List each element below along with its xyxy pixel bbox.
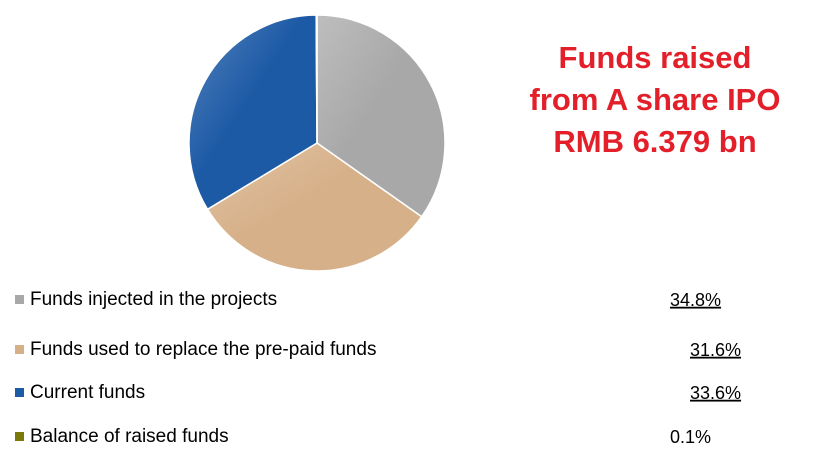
pie-slice [188,14,318,211]
legend-swatch [15,432,24,441]
chart-title: Funds raised [559,40,752,75]
chart-title: RMB 6.379 bn [553,124,756,159]
value-label: 0.1% [670,427,711,447]
legend-label: Current funds [30,382,145,403]
chart-title: from A share IPO [530,82,781,117]
legend-swatch [15,295,24,304]
value-label: 31.6% [690,340,741,360]
legend-swatch [15,388,24,397]
pie-slice [316,14,446,218]
legend-swatch [15,345,24,354]
pie-slice [315,14,318,144]
legend-label: Funds used to replace the pre-paid funds [30,339,376,360]
value-label: 33.6% [690,383,741,403]
value-label: 34.8% [670,290,721,310]
pie-slice [206,142,423,272]
legend-label: Funds injected in the projects [30,289,277,310]
legend-label: Balance of raised funds [30,426,229,447]
